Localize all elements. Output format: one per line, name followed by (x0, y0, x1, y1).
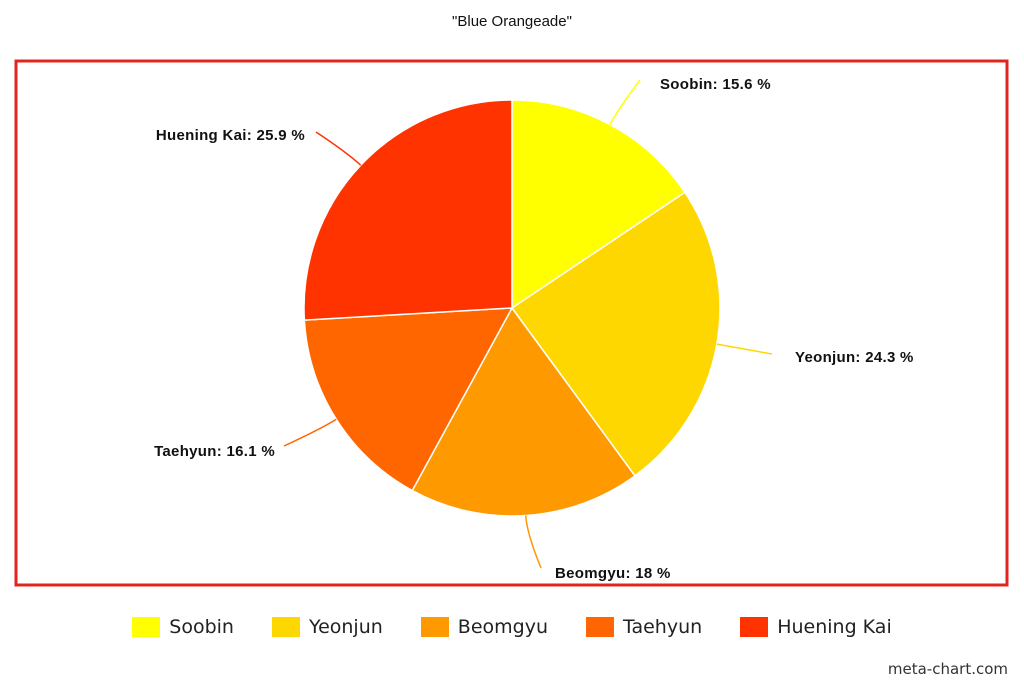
legend-item-soobin[interactable]: Soobin (132, 616, 234, 638)
data-label-taehyun: Taehyun: 16.1 % (154, 443, 275, 460)
legend-item-beomgyu[interactable]: Beomgyu (420, 616, 549, 638)
legend-label: Yeonjun (308, 616, 383, 638)
legend-item-yeonjun[interactable]: Yeonjun (271, 616, 383, 638)
pie-slice-yeonjun (510, 191, 721, 477)
legend-swatch (420, 617, 449, 637)
legend-label: Beomgyu (457, 616, 549, 638)
leader-line-taehyun (283, 418, 337, 447)
legend-swatch (132, 617, 161, 637)
watermark: meta-chart.com (887, 660, 1008, 678)
legend-swatch (740, 617, 769, 637)
chart-frame (14, 59, 1009, 587)
legend: Soobin Yeonjun Beomgyu Taehyun Huening Kai (0, 616, 1024, 638)
data-label-soobin: Soobin: 15.6 % (660, 76, 771, 93)
legend-swatch (271, 617, 300, 637)
data-label-yeonjun: Yeonjun: 24.3 % (795, 349, 914, 366)
leader-line-huening-kai (315, 131, 362, 166)
data-label-huening-kai: Huening Kai: 25.9 % (156, 127, 305, 144)
legend-label: Soobin (169, 616, 234, 638)
leader-line-soobin (609, 79, 641, 125)
pie-slice-huening-kai (303, 99, 513, 321)
legend-label: Huening Kai (777, 616, 892, 638)
leader-line-yeonjun (716, 343, 773, 355)
data-label-beomgyu: Beomgyu: 18 % (555, 565, 671, 582)
chart-title: "Blue Orangeade" (452, 13, 572, 30)
pie-slice-soobin (511, 99, 686, 310)
pie-slice-beomgyu (411, 306, 636, 517)
leader-line-beomgyu (524, 515, 542, 569)
legend-swatch (586, 617, 615, 637)
legend-label: Taehyun (623, 616, 703, 638)
legend-item-taehyun[interactable]: Taehyun (586, 616, 702, 638)
legend-item-huening-kai[interactable]: Huening Kai (740, 616, 892, 638)
